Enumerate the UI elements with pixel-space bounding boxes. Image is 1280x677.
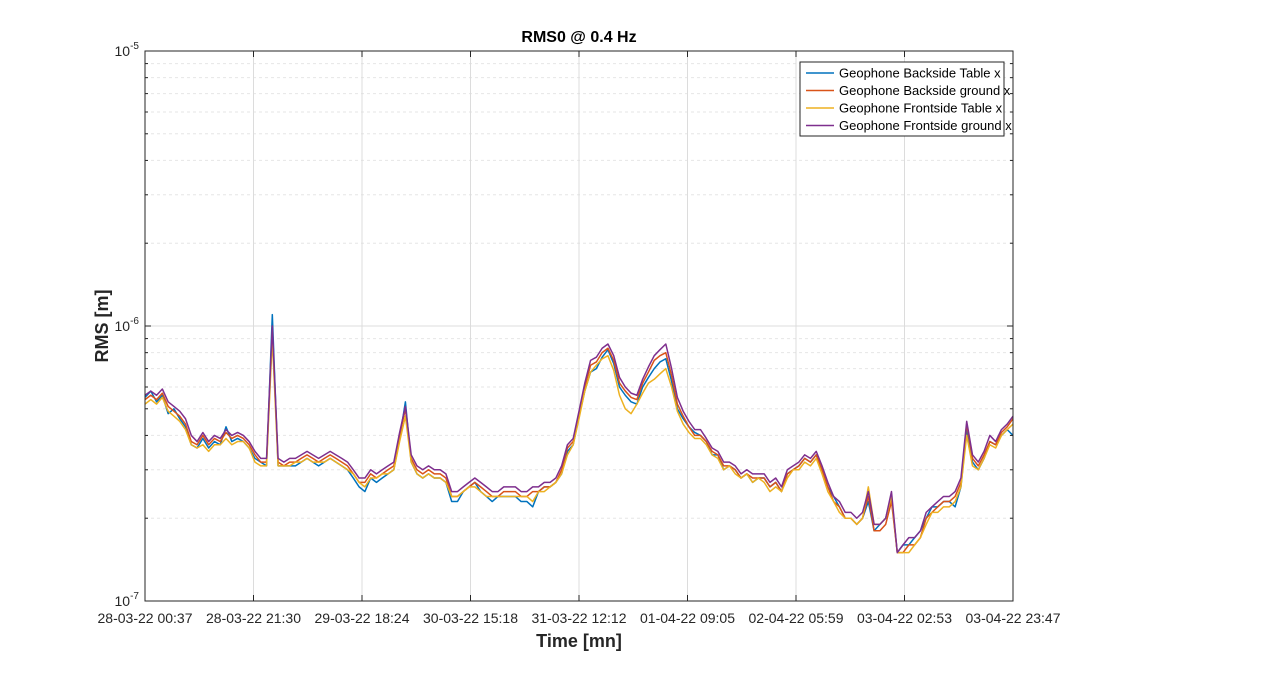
legend: Geophone Backside Table x Geophone Backsi… — [799, 61, 1012, 137]
y-tick-labels: 10-7 10-6 10-5 — [115, 41, 140, 609]
y-axis-label: RMS [m] — [92, 290, 112, 363]
axis-ticks — [144, 50, 1014, 602]
series-line-4 — [144, 325, 1014, 554]
x-tick-label: 28-03-22 21:30 — [206, 610, 301, 626]
legend-label: Geophone Frontside Table x — [839, 101, 1003, 116]
x-tick-label: 28-03-22 00:37 — [98, 610, 193, 626]
x-axis-label: Time [mn] — [536, 631, 622, 651]
legend-label: Geophone Frontside ground x — [839, 118, 1012, 133]
x-tick-label: 02-04-22 05:59 — [749, 610, 844, 626]
x-tick-label: 31-03-22 12:12 — [532, 610, 627, 626]
x-tick-label: 03-04-22 23:47 — [966, 610, 1061, 626]
x-tick-label: 01-04-22 09:05 — [640, 610, 735, 626]
chart-title: RMS0 @ 0.4 Hz — [521, 29, 636, 46]
x-tick-label: 30-03-22 15:18 — [423, 610, 518, 626]
legend-label: Geophone Backside Table x — [839, 66, 1001, 81]
y-tick-label: 10-6 — [115, 316, 140, 334]
series-lines — [144, 313, 1014, 554]
legend-box — [799, 61, 1005, 137]
legend-label: Geophone Backside ground x — [839, 83, 1011, 98]
y-tick-label: 10-7 — [115, 591, 140, 609]
x-tick-label: 29-03-22 18:24 — [315, 610, 410, 626]
y-tick-label: 10-5 — [115, 41, 140, 59]
legend-entries: Geophone Backside Table x Geophone Backsi… — [806, 66, 1012, 133]
x-tick-label: 03-04-22 02:53 — [857, 610, 952, 626]
x-tick-labels: 28-03-22 00:37 28-03-22 21:30 29-03-22 18:… — [98, 610, 1061, 626]
series-line-3 — [144, 337, 1014, 554]
